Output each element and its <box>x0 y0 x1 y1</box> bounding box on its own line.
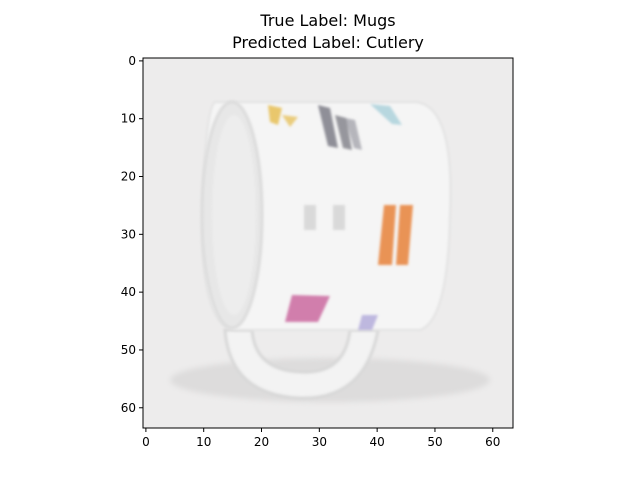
x-tick-label: 50 <box>427 435 442 449</box>
x-tick-label: 60 <box>485 435 500 449</box>
y-axis: 0 10 20 30 40 50 60 <box>121 54 143 415</box>
axes-frame <box>142 57 514 429</box>
mug-image <box>143 58 513 428</box>
y-tick-label: 10 <box>121 112 136 126</box>
y-tick-label: 0 <box>128 54 136 68</box>
x-tick-label: 20 <box>254 435 269 449</box>
figure-title-true-label: True Label: Mugs <box>260 11 396 30</box>
y-tick-label: 60 <box>121 401 136 415</box>
x-tick-label: 30 <box>312 435 327 449</box>
y-tick-label: 40 <box>121 285 136 299</box>
x-axis: 0 10 20 30 40 50 60 <box>142 428 500 449</box>
y-tick-label: 20 <box>121 170 136 184</box>
x-tick-label: 40 <box>370 435 385 449</box>
y-tick-label: 30 <box>121 227 136 241</box>
y-tick-label: 50 <box>121 343 136 357</box>
x-tick-label: 10 <box>196 435 211 449</box>
x-tick-label: 0 <box>142 435 150 449</box>
figure-title-predicted-label: Predicted Label: Cutlery <box>232 33 424 52</box>
